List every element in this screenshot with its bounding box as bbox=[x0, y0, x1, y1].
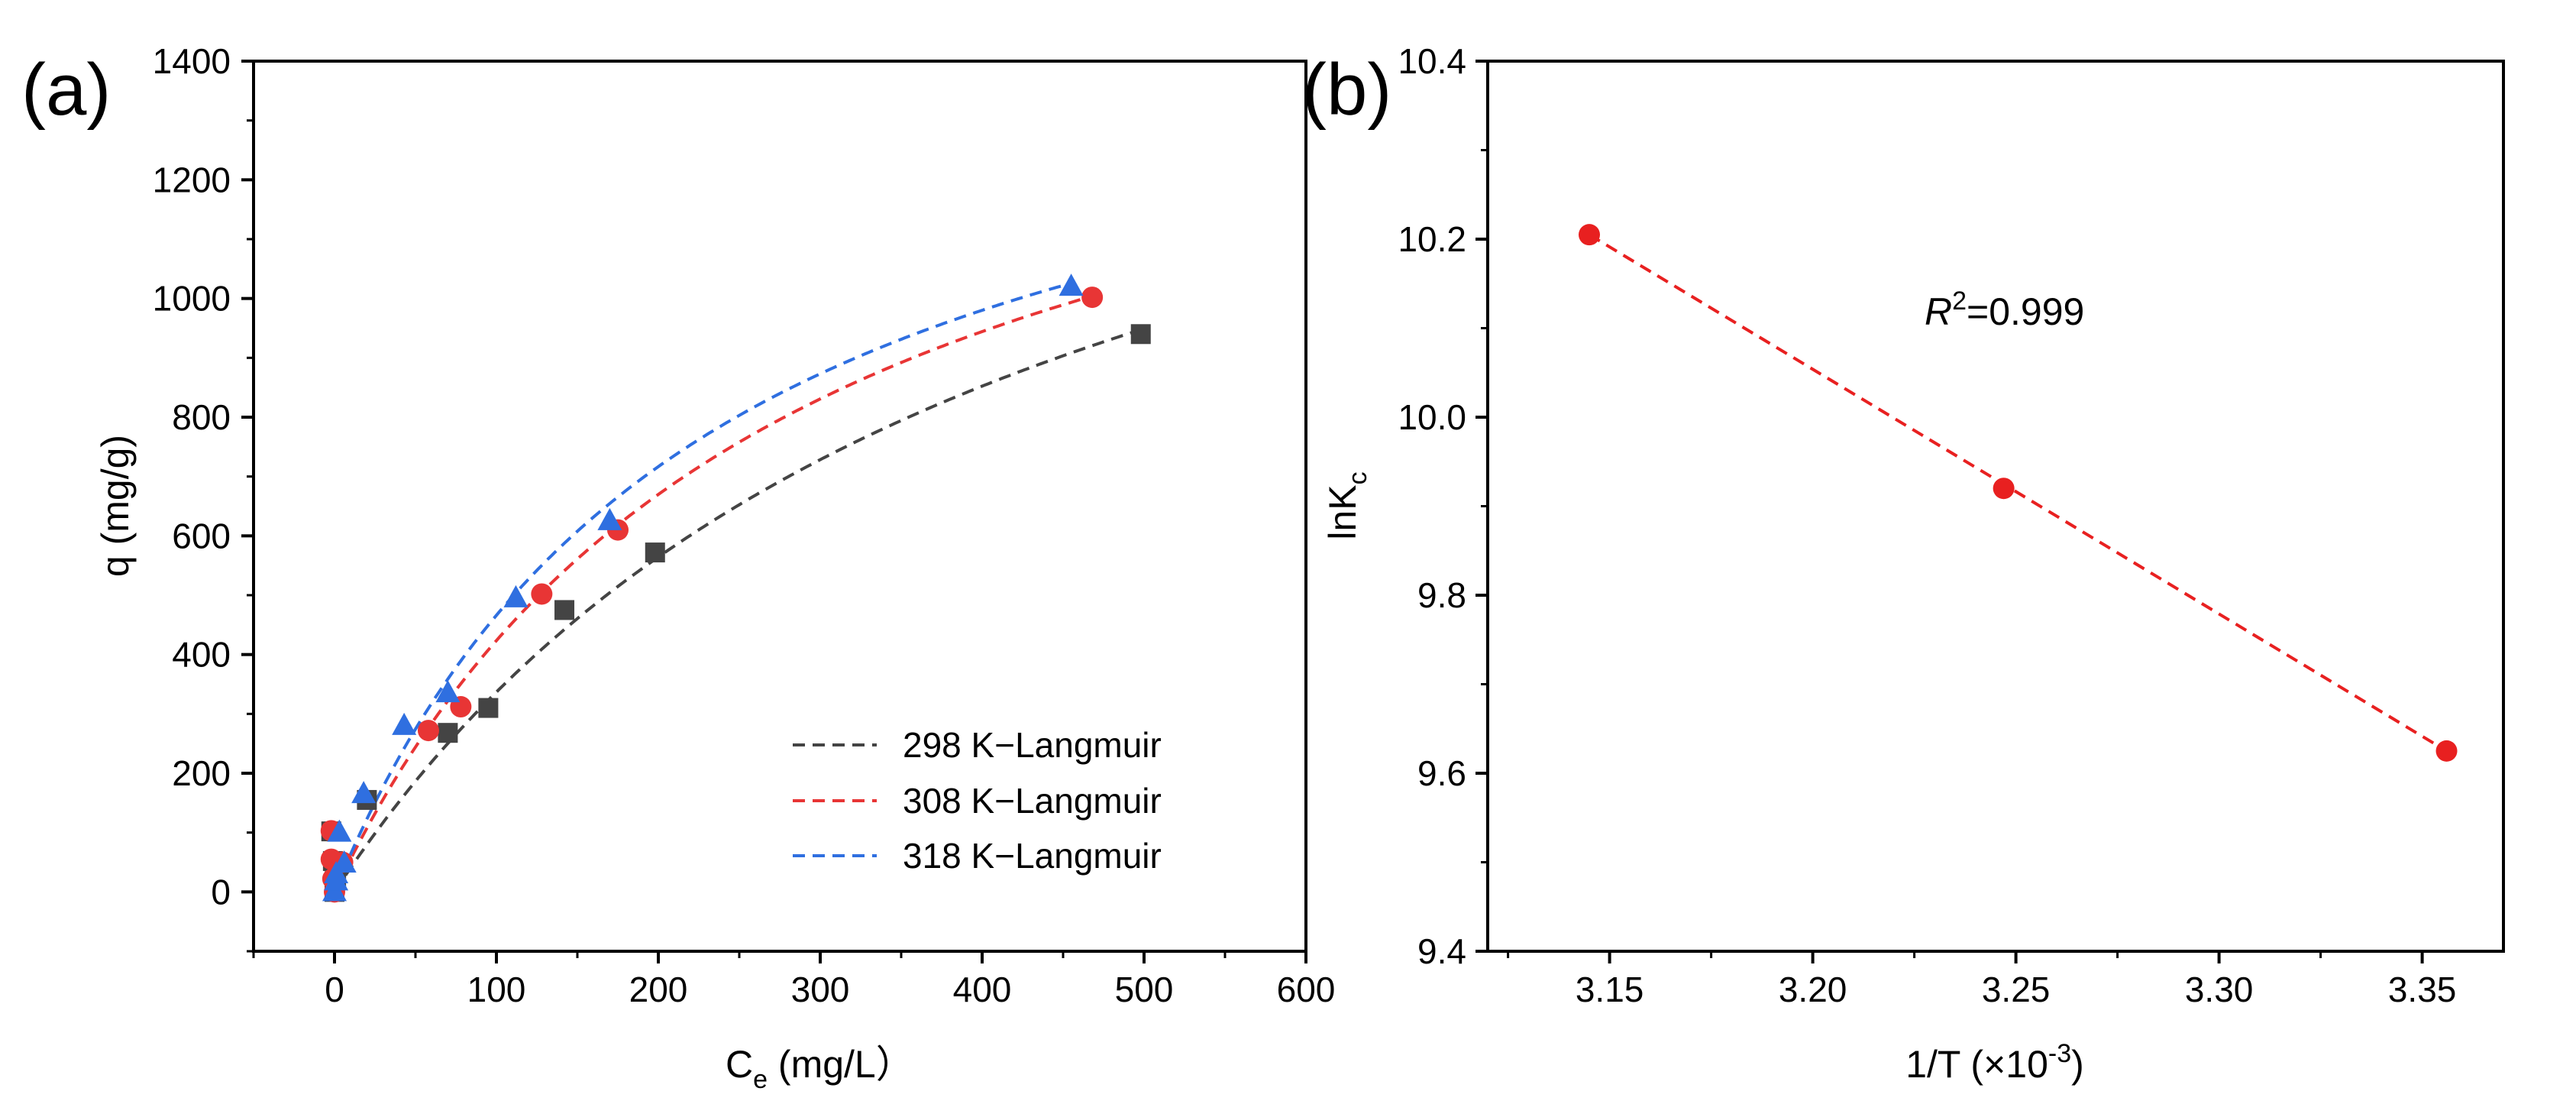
panel-b-y-tick-label: 10.0 bbox=[1398, 397, 1466, 437]
legend-label-308k: 308 K−Langmuir bbox=[903, 781, 1162, 821]
data-point-318k bbox=[1059, 274, 1084, 296]
panel-b-fit-line bbox=[1588, 233, 2448, 753]
legend-label-318k: 318 K−Langmuir bbox=[903, 836, 1162, 876]
panel-b-y-axis-title: lnKc bbox=[1321, 471, 1372, 539]
panel-b-y-tick-label: 9.8 bbox=[1417, 575, 1466, 615]
data-point-318k bbox=[435, 680, 461, 703]
panel-a-y-tick-label: 200 bbox=[172, 753, 231, 793]
panel-b-x-tick-label: 3.35 bbox=[2388, 970, 2457, 1009]
data-point-298k bbox=[478, 698, 499, 718]
panel-a-legend: 298 K−Langmuir 308 K−Langmuir 318 K−Lang… bbox=[793, 725, 1162, 876]
panel-a-x-tick-label: 600 bbox=[1277, 970, 1336, 1009]
r-squared-annotation: R2=0.999 bbox=[1925, 287, 2084, 333]
panel-a-y-tick-label: 400 bbox=[172, 635, 231, 675]
panel-a-x-tick-label: 500 bbox=[1115, 970, 1174, 1009]
panel-a-plot-frame bbox=[252, 60, 1307, 953]
panel-a-y-tick-label: 1000 bbox=[153, 279, 231, 319]
panel-b-x-tick-label: 3.20 bbox=[1779, 970, 1847, 1009]
panel-a-y-tick-label: 600 bbox=[172, 516, 231, 555]
panel-a-x-tick-label: 100 bbox=[467, 970, 526, 1009]
fit-curve-298k bbox=[333, 327, 1145, 893]
panel-b-y-tick-label: 9.6 bbox=[1417, 753, 1466, 793]
fit-curve-318k bbox=[333, 282, 1071, 893]
data-point-318k bbox=[351, 781, 377, 804]
panel-a-x-axis-title: Ce (mg/L） bbox=[726, 1043, 914, 1094]
panel-a-x-axis: 0 100 200 300 400 500 600 bbox=[252, 951, 1336, 1009]
data-point-318k bbox=[392, 712, 417, 735]
panel-a-x-tick-label: 300 bbox=[791, 970, 850, 1009]
panel-b-y-tick-label: 10.4 bbox=[1398, 41, 1466, 81]
panel-b-x-tick-label: 3.25 bbox=[1982, 970, 2051, 1009]
data-point-298k bbox=[1130, 324, 1151, 345]
data-point-298k bbox=[438, 723, 458, 743]
data-point-318k bbox=[327, 819, 352, 842]
panel-b-label: (b) bbox=[1302, 49, 1391, 131]
panel-a: (a) 0 100 200 300 400 500 600 0 200 400 600 800 100… bbox=[21, 41, 1335, 1094]
panel-b-plot-frame bbox=[1486, 60, 2505, 953]
panel-a-fit-curves bbox=[333, 282, 1145, 893]
panel-b-data-points bbox=[1579, 224, 2458, 762]
panel-b-x-axis-title: 1/T (×10-3) bbox=[1905, 1039, 2084, 1086]
panel-a-x-tick-label: 400 bbox=[953, 970, 1012, 1009]
panel-a-y-axis-title: q (mg/g) bbox=[94, 435, 137, 577]
data-point-308k bbox=[1081, 287, 1104, 309]
data-point-lnkc bbox=[1993, 478, 2015, 500]
data-point-298k bbox=[645, 542, 665, 563]
panel-b: (b) 3.15 3.20 3.25 3.30 3.35 9.4 9.6 9.8 10.0 10… bbox=[1302, 41, 2505, 1086]
panel-b-y-tick-label: 10.2 bbox=[1398, 219, 1466, 259]
panel-b-y-tick-label: 9.4 bbox=[1417, 931, 1466, 971]
panel-a-label: (a) bbox=[21, 49, 111, 131]
data-point-lnkc bbox=[2435, 740, 2458, 762]
panel-a-x-tick-label: 200 bbox=[629, 970, 688, 1009]
panel-a-x-tick-label: 0 bbox=[325, 970, 344, 1009]
data-point-318k bbox=[597, 507, 622, 530]
data-point-308k bbox=[531, 583, 553, 605]
panel-a-y-tick-label: 800 bbox=[172, 397, 231, 437]
panel-b-x-tick-label: 3.30 bbox=[2185, 970, 2254, 1009]
data-point-318k bbox=[331, 850, 357, 873]
panel-a-y-tick-label: 1200 bbox=[153, 160, 231, 199]
data-point-318k bbox=[503, 585, 528, 607]
panel-a-y-tick-label: 0 bbox=[211, 872, 231, 912]
data-point-298k bbox=[554, 600, 575, 620]
panel-b-x-tick-label: 3.15 bbox=[1576, 970, 1644, 1009]
panel-a-y-axis: 0 200 400 600 800 1000 1200 1400 bbox=[153, 41, 254, 953]
fit-curve-308k bbox=[333, 293, 1096, 893]
data-point-308k bbox=[417, 720, 439, 742]
data-point-lnkc bbox=[1579, 224, 1600, 246]
panel-b-x-axis: 3.15 3.20 3.25 3.30 3.35 bbox=[1507, 951, 2457, 1009]
legend-label-298k: 298 K−Langmuir bbox=[903, 725, 1162, 765]
panel-a-y-tick-label: 1400 bbox=[153, 41, 231, 81]
panel-a-data-points bbox=[320, 274, 1151, 903]
panel-b-y-axis: 9.4 9.6 9.8 10.0 10.2 10.4 bbox=[1398, 41, 1488, 971]
